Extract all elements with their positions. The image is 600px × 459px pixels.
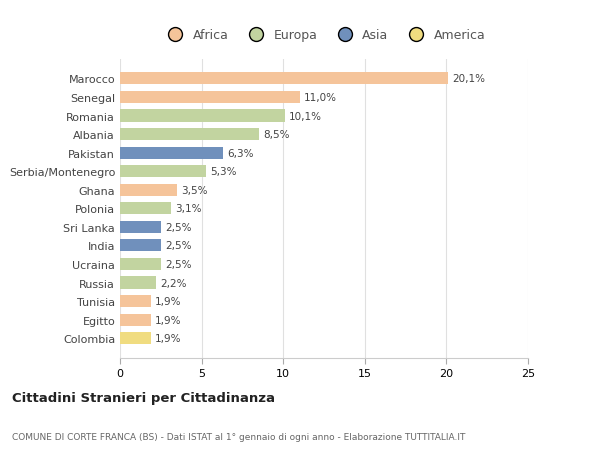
Bar: [120, 332, 151, 344]
Bar: [120, 73, 448, 85]
Text: 20,1%: 20,1%: [452, 74, 485, 84]
Bar: [120, 185, 177, 196]
Bar: [120, 129, 259, 141]
Bar: [120, 166, 206, 178]
Text: 2,5%: 2,5%: [165, 222, 191, 232]
Text: 5,3%: 5,3%: [211, 167, 237, 177]
Text: 2,2%: 2,2%: [160, 278, 187, 288]
Text: 11,0%: 11,0%: [304, 93, 337, 103]
Bar: [120, 147, 223, 159]
Bar: [120, 258, 161, 270]
Text: 3,5%: 3,5%: [181, 185, 208, 196]
Text: 8,5%: 8,5%: [263, 130, 289, 140]
Bar: [120, 92, 299, 104]
Text: 1,9%: 1,9%: [155, 297, 182, 307]
Bar: [120, 203, 170, 215]
Text: 6,3%: 6,3%: [227, 148, 253, 158]
Text: 1,9%: 1,9%: [155, 315, 182, 325]
Bar: [120, 314, 151, 326]
Bar: [120, 277, 156, 289]
Text: 2,5%: 2,5%: [165, 241, 191, 251]
Bar: [120, 296, 151, 308]
Text: 10,1%: 10,1%: [289, 111, 322, 121]
Text: Cittadini Stranieri per Cittadinanza: Cittadini Stranieri per Cittadinanza: [12, 391, 275, 404]
Legend: Africa, Europa, Asia, America: Africa, Europa, Asia, America: [158, 24, 490, 47]
Bar: [120, 240, 161, 252]
Bar: [120, 221, 161, 233]
Text: 3,1%: 3,1%: [175, 204, 201, 214]
Bar: [120, 110, 285, 122]
Text: 2,5%: 2,5%: [165, 259, 191, 269]
Text: 1,9%: 1,9%: [155, 333, 182, 343]
Text: COMUNE DI CORTE FRANCA (BS) - Dati ISTAT al 1° gennaio di ogni anno - Elaborazio: COMUNE DI CORTE FRANCA (BS) - Dati ISTAT…: [12, 431, 466, 441]
